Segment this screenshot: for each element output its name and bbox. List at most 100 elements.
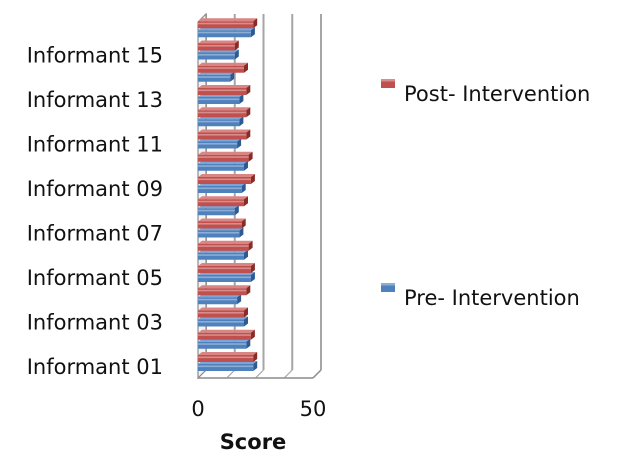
bar-end-cap: [250, 329, 255, 340]
bar-end-cap: [237, 294, 242, 305]
y-tick-label: Informant 03: [27, 310, 163, 334]
bar-end-cap: [246, 107, 251, 118]
bar-top-face: [198, 18, 258, 22]
floor-gridline: [283, 369, 293, 379]
bar-top-face: [198, 129, 251, 133]
bar-top-face: [198, 307, 248, 311]
bar-pre-10: [198, 163, 244, 171]
bar-highlight: [198, 98, 240, 101]
bar-end-cap: [244, 196, 248, 207]
legend-swatch: [381, 283, 395, 292]
bar-end-cap: [250, 174, 255, 184]
bar-top-face: [198, 196, 248, 200]
bar-end-cap: [246, 338, 251, 349]
bar-highlight: [198, 267, 251, 270]
bar-highlight: [198, 111, 247, 114]
bar-top-face: [198, 329, 255, 333]
bar-pre-07: [198, 230, 240, 238]
bar-highlight: [198, 245, 249, 247]
bar-top-face: [198, 352, 258, 355]
bar-end-cap: [234, 40, 239, 51]
bar-highlight: [198, 298, 238, 301]
floor-edge: [312, 369, 322, 379]
bar-highlight: [198, 200, 244, 203]
y-tick-label: Informant 01: [27, 355, 163, 379]
legend-swatch-highlight: [381, 283, 395, 286]
bar-highlight: [198, 254, 244, 256]
bar-post-01: [198, 355, 254, 362]
bar-highlight: [198, 120, 240, 123]
bar-highlight: [198, 223, 242, 225]
bar-post-15: [198, 43, 235, 51]
bar-highlight: [198, 165, 244, 167]
bar-end-cap: [239, 116, 244, 127]
floor-gridline: [226, 369, 236, 379]
bar-end-cap: [244, 316, 248, 327]
bar-end-cap: [239, 227, 244, 238]
bar-end-cap: [250, 272, 255, 282]
bar-post-04: [198, 288, 247, 296]
bar-highlight: [198, 343, 247, 345]
bar-post-13: [198, 88, 247, 95]
legend-swatch: [381, 79, 395, 88]
bar-post-11: [198, 132, 247, 140]
bar-highlight: [198, 356, 254, 359]
bar-highlight: [198, 31, 251, 34]
bar-end-cap: [253, 352, 258, 362]
bar-highlight: [198, 76, 231, 78]
bar-pre-09: [198, 186, 242, 193]
bar-post-07: [198, 221, 242, 229]
y-tick-label: Informant 07: [27, 221, 163, 245]
bar-top-face: [198, 151, 253, 155]
y-tick-label: Informant 11: [27, 132, 163, 156]
bar-pre-15: [198, 52, 235, 60]
bar-top-face: [198, 107, 251, 111]
bar-pre-06: [198, 252, 244, 260]
bar-highlight: [198, 22, 254, 25]
bar-end-cap: [241, 183, 246, 193]
legend-label: Post- Intervention: [404, 82, 590, 106]
bar-end-cap: [244, 160, 248, 171]
bar-pre-16: [198, 30, 251, 38]
bar-highlight: [198, 232, 240, 234]
bar-end-cap: [253, 361, 258, 371]
bar-highlight: [198, 276, 251, 279]
bar-highlight: [198, 134, 247, 136]
bar-highlight: [198, 334, 251, 336]
bar-post-14: [198, 65, 244, 73]
legend-label: Pre- Intervention: [404, 286, 580, 310]
bar-end-cap: [248, 240, 253, 251]
bar-pre-13: [198, 97, 240, 104]
bar-pre-03: [198, 319, 244, 327]
bar-top-face: [198, 285, 251, 289]
y-tick-label: Informant 05: [27, 266, 163, 290]
y-tick-label: Informant 15: [27, 43, 163, 67]
bar-highlight: [198, 45, 235, 47]
x-tick-label: 0: [191, 397, 204, 421]
bar-top-face: [198, 40, 239, 44]
bars: [198, 18, 258, 371]
bar-highlight: [198, 321, 244, 323]
bar-top-face: [198, 240, 253, 244]
bar-end-cap: [234, 205, 239, 216]
legend: Post- Intervention Pre- Intervention: [381, 79, 590, 310]
bar-highlight: [198, 289, 247, 292]
bar-highlight: [198, 143, 238, 145]
bar-end-cap: [250, 263, 255, 273]
bar-post-08: [198, 199, 244, 207]
bar-post-09: [198, 177, 251, 184]
x-tick-labels: 0 50: [191, 397, 326, 421]
bar-top-face: [198, 263, 255, 266]
bar-post-16: [198, 21, 254, 29]
bar-highlight: [198, 178, 251, 181]
bar-highlight: [198, 156, 249, 158]
bar-post-03: [198, 310, 244, 318]
legend-swatch-highlight: [381, 79, 395, 82]
bar-post-12: [198, 110, 247, 118]
bar-pre-04: [198, 297, 238, 305]
bar-end-cap: [246, 129, 251, 140]
bar-post-02: [198, 332, 251, 340]
bar-pre-08: [198, 208, 235, 216]
x-tick-label: 50: [300, 397, 327, 421]
bar-top-face: [198, 218, 246, 222]
